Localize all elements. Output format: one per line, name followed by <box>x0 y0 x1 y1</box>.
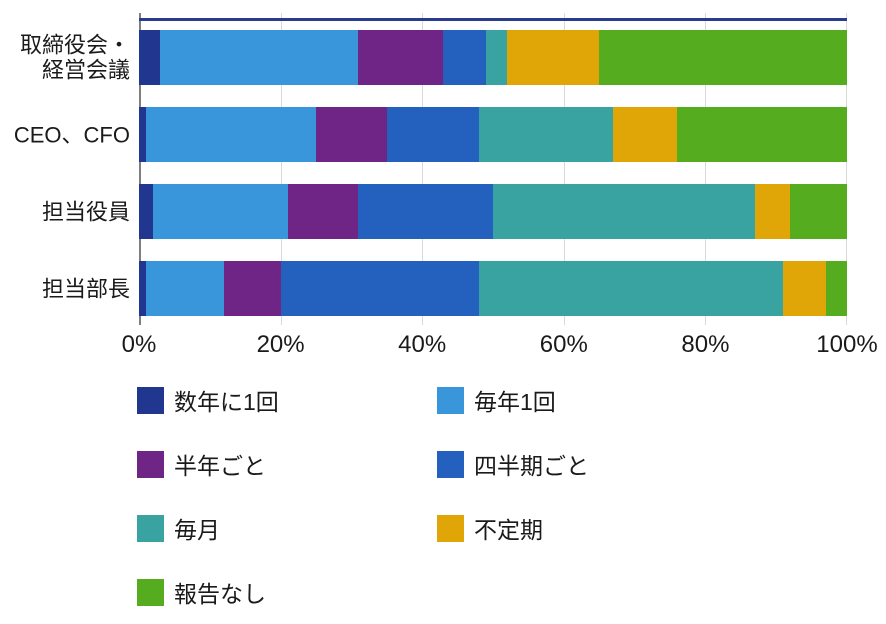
bar-segment <box>153 184 288 239</box>
bar-segment <box>146 107 316 162</box>
category-axis-labels: 取締役会・ 経営会議 CEO、CFO 担当役員担当部長 <box>0 0 130 624</box>
tick-label-100%: 100% <box>816 331 878 358</box>
legend-label: 報告なし <box>174 581 266 607</box>
legend-label: 半年ごと <box>174 453 266 479</box>
legend-item: 毎月 <box>137 514 220 543</box>
bar-segment <box>280 261 479 316</box>
plot-area <box>139 13 847 325</box>
category-label: 担当部長 <box>41 275 130 301</box>
tick-label-80%: 80% <box>681 331 730 358</box>
bar-segment <box>599 30 847 85</box>
bar-segment <box>754 184 791 239</box>
bar-segment <box>443 30 486 85</box>
gridline-80% <box>705 13 706 325</box>
legend-swatch <box>137 450 164 478</box>
gridline-100% <box>846 13 847 325</box>
bar-segment <box>485 30 508 85</box>
bar-segment <box>478 261 784 316</box>
legend-swatch <box>437 386 464 414</box>
bar-segment <box>139 184 154 239</box>
bar-row-3 <box>139 184 847 239</box>
legend-item: 数年に1回 <box>137 386 279 415</box>
legend-item: 四半期ごと <box>437 450 589 479</box>
legend-swatch <box>437 514 464 542</box>
category-label: 取締役会・ 経営会議 <box>19 32 130 83</box>
legend-label: 不定期 <box>474 517 543 543</box>
bar-segment <box>223 261 281 316</box>
bar-segment <box>613 107 678 162</box>
bar-segment <box>386 107 479 162</box>
bar-segment <box>139 261 147 316</box>
plot-top-border <box>139 18 847 21</box>
bar-segment <box>358 30 444 85</box>
bar-segment <box>790 184 847 239</box>
bar-row-1 <box>139 30 847 85</box>
legend-item: 半年ごと <box>137 450 266 479</box>
bar-segment <box>825 261 847 316</box>
bar-segment <box>783 261 826 316</box>
gridline-20% <box>281 13 282 325</box>
bar-segment <box>160 30 359 85</box>
category-label: 担当役員 <box>41 198 130 224</box>
legend-item: 毎年1回 <box>437 386 556 415</box>
percent-axis-labels: 0% 20% 40% 60% 80% 100% <box>122 331 878 365</box>
legend-swatch <box>437 450 464 478</box>
bar-row-2 <box>139 107 847 162</box>
tick-label-40%: 40% <box>398 331 447 358</box>
bar-segment <box>287 184 359 239</box>
bar-segment <box>507 30 600 85</box>
legend-item: 不定期 <box>437 514 543 543</box>
bar-segment <box>315 107 387 162</box>
tick-label-20%: 20% <box>256 331 305 358</box>
legend-item: 報告なし <box>137 578 266 607</box>
legend-swatch <box>137 514 164 542</box>
legend-label: 四半期ごと <box>474 453 589 479</box>
tick-label-60%: 60% <box>539 331 588 358</box>
legend-swatch <box>137 578 164 606</box>
bar-segment <box>139 107 147 162</box>
bar-segment <box>358 184 493 239</box>
legend-swatch <box>137 386 164 414</box>
gridline-60% <box>564 13 565 325</box>
bar-segment <box>478 107 614 162</box>
gridline-40% <box>422 13 423 325</box>
bar-segment <box>139 30 161 85</box>
tick-label-0%: 0% <box>121 331 157 358</box>
value-axis-line <box>139 13 141 325</box>
bar-segment <box>492 184 755 239</box>
legend-label: 毎月 <box>174 517 220 543</box>
category-label: CEO、CFO <box>13 121 130 147</box>
bar-row-4 <box>139 261 847 316</box>
legend-label: 数年に1回 <box>174 389 279 415</box>
bar-segment <box>146 261 224 316</box>
legend-label: 毎年1回 <box>474 389 556 415</box>
bar-segment <box>677 107 847 162</box>
